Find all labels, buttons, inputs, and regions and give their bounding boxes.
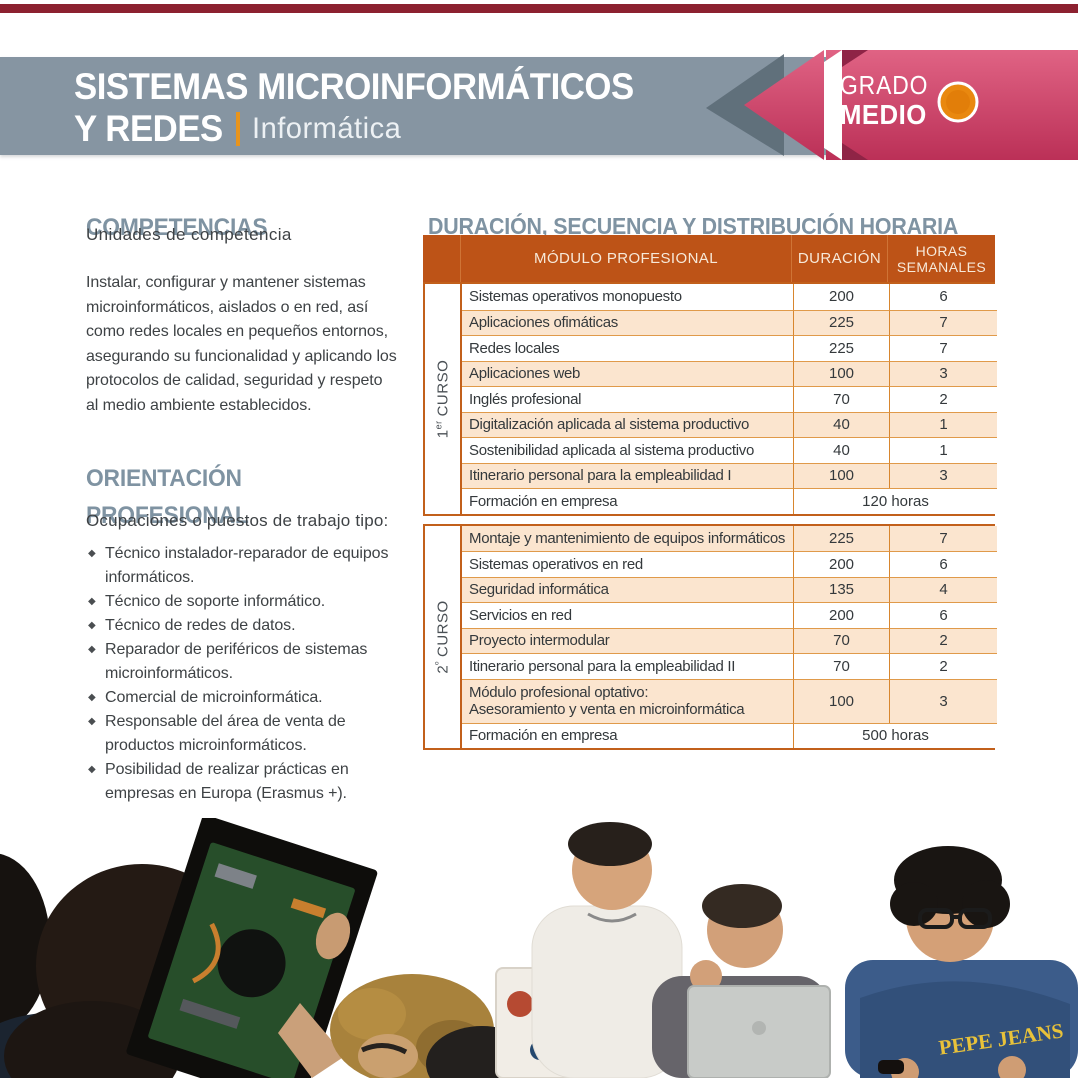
list-item: ◆ Técnico de redes de datos.: [88, 614, 398, 638]
col-header-horas: HORAS SEMANALES: [887, 235, 995, 282]
table-header-row: MÓDULO PROFESIONAL DURACIÓN HORAS SEMANA…: [423, 235, 995, 282]
students-photo: PEPE JEANS: [0, 818, 1078, 1078]
grade-badge: GRADO MEDIO: [840, 71, 940, 131]
grade-badge-line1: GRADO: [840, 70, 929, 100]
curso2-label: 2ºCURSO: [425, 525, 462, 748]
table-block-gap: [423, 515, 995, 524]
student-figure-white-shirt: [531, 822, 683, 1078]
bullet-diamond-icon: ◆: [88, 692, 96, 703]
silver-laptop-icon: [687, 985, 831, 1078]
bullet-diamond-icon: ◆: [88, 764, 96, 775]
ocupaciones-list: ◆ Técnico instalador-reparador de equipos…: [88, 542, 398, 806]
bullet-diamond-icon: ◆: [88, 620, 96, 631]
bullet-diamond-icon: ◆: [88, 644, 96, 655]
orientacion-intro: Ocupaciones o puestos de trabajo tipo:: [86, 511, 389, 530]
list-item: ◆ Técnico instalador-reparador de equipos…: [88, 542, 398, 590]
duracion-heading: DURACIÓN, SECUENCIA Y DISTRIBUCIÓN HORAR…: [428, 213, 959, 240]
program-title-line1: SISTEMAS MICROINFORMÁTICOS: [74, 66, 634, 107]
list-item: ◆ Técnico de soporte informático.: [88, 590, 398, 614]
competencias-subheading: Unidades de competencia: [86, 225, 292, 244]
competencias-heading: COMPETENCIAS: [86, 213, 268, 241]
program-title-block: SISTEMAS MICROINFORMÁTICOS Y REDES Infor…: [74, 67, 669, 150]
list-item: ◆ Responsable del área de venta de produc…: [88, 710, 398, 758]
bullet-diamond-icon: ◆: [88, 596, 96, 607]
ribbon-arrow-icon: [706, 50, 1078, 160]
table-header-empty: [423, 235, 460, 282]
curso2-block: 2ºCURSO Montaje y mantenimiento de equip…: [423, 523, 997, 750]
program-title-line2: Y REDES: [74, 108, 223, 149]
grade-ribbon: GRADO MEDIO: [700, 50, 1078, 160]
grade-badge-line2: MEDIO: [840, 99, 927, 130]
bullet-diamond-icon: ◆: [88, 716, 96, 727]
col-header-duracion: DURACIÓN: [791, 235, 887, 282]
schedule-table: MÓDULO PROFESIONAL DURACIÓN HORAS SEMANA…: [423, 235, 997, 750]
top-accent-bar: [0, 4, 1078, 13]
program-family-label: Informática: [252, 112, 402, 145]
orange-divider-bar: [236, 112, 241, 146]
curso1-block: 1erCURSO Sistemas operativos monopuesto …: [423, 282, 997, 516]
curso1-label: 1erCURSO: [425, 284, 462, 514]
list-item: ◆ Comercial de microinformática.: [88, 686, 398, 710]
col-header-modulo: MÓDULO PROFESIONAL: [460, 235, 791, 282]
competencias-paragraph: Instalar, configurar y mantener sistemas…: [86, 274, 397, 414]
bullet-diamond-icon: ◆: [88, 548, 96, 559]
list-item: ◆ Posibilidad de realizar prácticas en em…: [88, 758, 398, 806]
list-item: ◆ Reparador de periféricos de sistemas mi…: [88, 638, 398, 686]
orientacion-heading: ORIENTACIÓN PROFESIONAL: [86, 464, 249, 529]
student-figure-blue-hoodie: PEPE JEANS: [845, 846, 1078, 1078]
